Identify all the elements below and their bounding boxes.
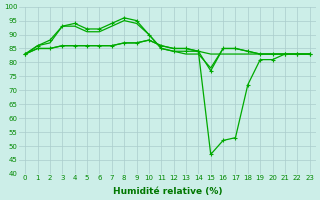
- X-axis label: Humidité relative (%): Humidité relative (%): [113, 187, 222, 196]
